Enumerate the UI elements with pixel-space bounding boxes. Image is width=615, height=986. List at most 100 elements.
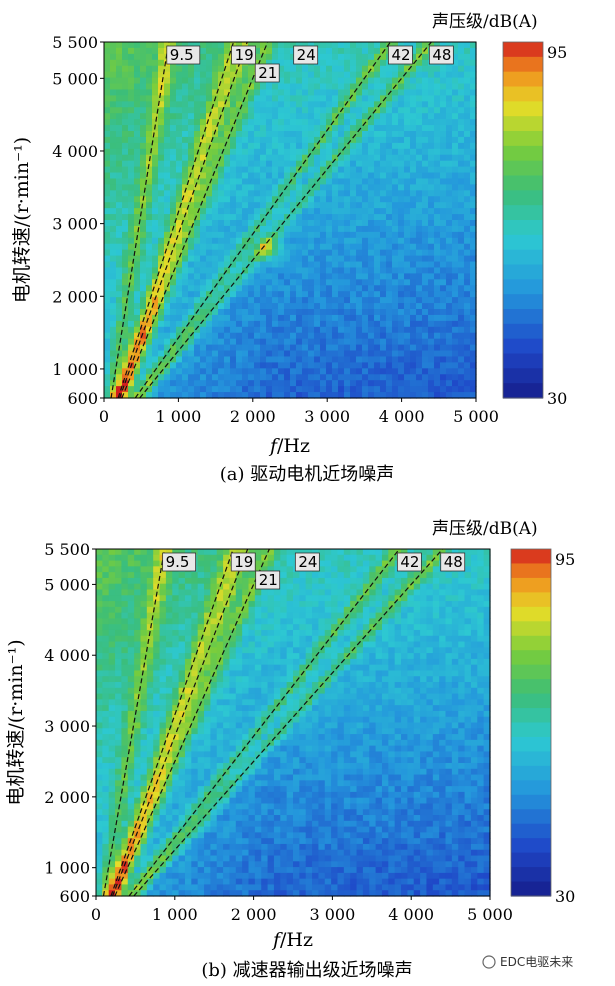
heatmap-cell [236, 356, 243, 363]
heatmap-cell [158, 320, 165, 328]
heatmap-cell [146, 861, 154, 868]
heatmap-cell [446, 202, 453, 209]
heatmap-cell [134, 676, 142, 683]
heatmap-cell [290, 368, 297, 375]
heatmap-cell [254, 249, 261, 257]
heatmap-cell [134, 273, 141, 280]
heatmap-cell [440, 95, 447, 102]
heatmap-cell [278, 42, 285, 49]
heatmap-cell [362, 142, 369, 150]
heatmap-cell [266, 309, 273, 316]
heatmap-cell [108, 849, 116, 857]
heatmap-cell [191, 849, 199, 857]
heatmap-cell [314, 95, 321, 102]
heatmap-cell [140, 326, 147, 334]
heatmap-cell [191, 780, 199, 787]
heatmap-cell [191, 658, 199, 666]
colorbar-swatch [503, 264, 543, 280]
heatmap-cell [121, 786, 129, 793]
heatmap-cell [194, 125, 201, 132]
heatmap-cell [204, 751, 211, 758]
heatmap-cell [284, 47, 291, 55]
heatmap-cell [146, 664, 154, 672]
heatmap-cell [152, 231, 159, 239]
heatmap-cell [146, 77, 153, 85]
heatmap-cell [230, 113, 237, 120]
heatmap-cell [236, 95, 243, 102]
heatmap-cell [188, 202, 195, 209]
heatmap-cell [128, 148, 135, 156]
heatmap-cell [326, 202, 333, 209]
heatmap-cell [254, 47, 261, 55]
x-tick-label: 3 000 [304, 407, 350, 426]
heatmap-cell [320, 267, 327, 274]
heatmap-cell [374, 243, 381, 251]
heatmap-cell [314, 136, 321, 144]
heatmap-cell [404, 178, 411, 185]
heatmap-cell [356, 279, 363, 286]
heatmap-cell [278, 386, 285, 393]
heatmap-cell [96, 658, 103, 666]
heatmap-cell [127, 728, 135, 735]
heatmap-cell [314, 77, 321, 85]
heatmap-cell [197, 682, 205, 689]
heatmap-cell [216, 803, 224, 810]
heatmap-cell [386, 77, 393, 85]
heatmap-cell [134, 618, 142, 625]
heatmap-cell [108, 560, 116, 567]
heatmap-cell [128, 225, 135, 233]
heatmap-cell [134, 722, 142, 729]
heatmap-cell [266, 362, 273, 369]
heatmap-cell [398, 267, 405, 274]
heatmap-cell [314, 131, 321, 138]
heatmap-cell [158, 196, 165, 203]
heatmap-cell [110, 89, 117, 96]
heatmap-cell [224, 202, 231, 209]
heatmap-cell [338, 172, 345, 180]
heatmap-cell [320, 42, 327, 49]
heatmap-cell [380, 42, 387, 49]
heatmap-cell [127, 861, 135, 868]
heatmap-cell [242, 172, 249, 180]
heatmap-cell [458, 148, 465, 156]
heatmap-cell [176, 320, 183, 328]
heatmap-cell [170, 332, 177, 340]
heatmap-cell [392, 231, 399, 239]
heatmap-cell [191, 884, 199, 891]
heatmap-cell [362, 166, 369, 174]
heatmap-cell [188, 320, 195, 328]
heatmap-cell [218, 142, 225, 150]
heatmap-cell [128, 279, 135, 286]
heatmap-cell [152, 320, 159, 328]
heatmap-cell [96, 722, 103, 729]
heatmap-cell [242, 291, 249, 298]
heatmap-cell [218, 202, 225, 209]
heatmap-cell [96, 780, 103, 787]
heatmap-cell [159, 867, 167, 874]
heatmap-cell [362, 220, 369, 227]
heatmap-cell [314, 214, 321, 221]
heatmap-cell [356, 261, 363, 269]
heatmap-cell [368, 320, 375, 328]
heatmap-cell [380, 225, 387, 233]
heatmap-cell [182, 386, 189, 393]
heatmap-cell [206, 237, 213, 245]
heatmap-cell [314, 344, 321, 352]
heatmap-cell [172, 641, 180, 648]
heatmap-cell [127, 560, 135, 567]
heatmap-cell [121, 635, 129, 643]
heatmap-cell [296, 220, 303, 227]
heatmap-cell [127, 780, 135, 787]
heatmap-cell [320, 202, 327, 209]
heatmap-cell [184, 745, 192, 753]
heatmap-cell [320, 113, 327, 120]
heatmap-cell [260, 261, 267, 269]
heatmap-cell [296, 243, 303, 251]
heatmap-cell [332, 107, 339, 114]
heatmap-cell [224, 142, 231, 150]
heatmap-cell [159, 612, 167, 619]
heatmap-cell [368, 190, 375, 197]
heatmap-cell [326, 131, 333, 138]
heatmap-cell [176, 107, 183, 114]
heatmap-cell [176, 160, 183, 168]
